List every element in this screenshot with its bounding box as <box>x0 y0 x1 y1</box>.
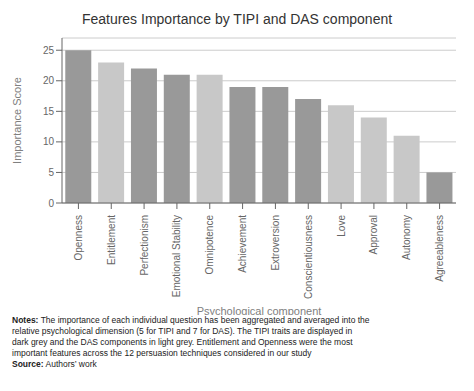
svg-text:Openness: Openness <box>73 215 84 261</box>
svg-text:Achievement: Achievement <box>237 215 248 273</box>
html-text:Source: Authors’ work: Source: Authors’ work <box>12 359 97 369</box>
svg-text:Psychological component: Psychological component <box>197 305 322 315</box>
svg-text:Perfectionism: Perfectionism <box>139 215 150 276</box>
svg-text:0: 0 <box>48 198 54 209</box>
svg-text:Love: Love <box>336 215 347 237</box>
svg-text:5: 5 <box>48 167 54 178</box>
svg-text:25: 25 <box>43 45 55 56</box>
svg-text:Importance Score: Importance Score <box>11 77 23 164</box>
svg-text:15: 15 <box>43 106 55 117</box>
svg-text:Agreeableness: Agreeableness <box>434 215 445 282</box>
html-text:relative psychological dimensi: relative psychological dimension (5 for … <box>12 326 353 336</box>
svg-text:Emotional Stability: Emotional Stability <box>171 215 182 297</box>
svg-text:Conscientiousness: Conscientiousness <box>303 215 314 299</box>
html-text:dark grey and the DAS componen: dark grey and the DAS components in ligh… <box>12 337 353 347</box>
svg-text:Autonomy: Autonomy <box>401 215 412 260</box>
svg-text:Omnipotence: Omnipotence <box>204 215 215 275</box>
html-text:important features across the: important features across the 12 persuas… <box>12 348 312 358</box>
svg-text:20: 20 <box>43 75 55 86</box>
svg-text:Entitlement: Entitlement <box>106 215 117 265</box>
svg-text:Extroversion: Extroversion <box>270 215 281 271</box>
svg-text:10: 10 <box>43 136 55 147</box>
html-text:Notes: The importance of each: Notes: The importance of each individual… <box>12 315 370 325</box>
svg-text:Approval: Approval <box>368 215 379 254</box>
html-text:Features Importance by TIPI an: Features Importance by TIPI and DAS comp… <box>81 11 393 27</box>
